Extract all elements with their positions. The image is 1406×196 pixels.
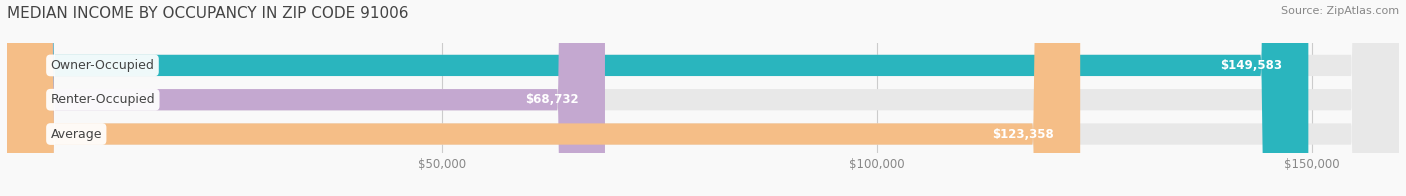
Text: Source: ZipAtlas.com: Source: ZipAtlas.com [1281, 6, 1399, 16]
FancyBboxPatch shape [7, 0, 1080, 196]
FancyBboxPatch shape [7, 0, 1399, 196]
FancyBboxPatch shape [7, 0, 1309, 196]
Text: $149,583: $149,583 [1220, 59, 1282, 72]
Text: Owner-Occupied: Owner-Occupied [51, 59, 155, 72]
Text: MEDIAN INCOME BY OCCUPANCY IN ZIP CODE 91006: MEDIAN INCOME BY OCCUPANCY IN ZIP CODE 9… [7, 6, 409, 21]
Text: $123,358: $123,358 [993, 128, 1054, 141]
Text: Renter-Occupied: Renter-Occupied [51, 93, 155, 106]
Text: $68,732: $68,732 [526, 93, 579, 106]
FancyBboxPatch shape [7, 0, 605, 196]
Text: Average: Average [51, 128, 103, 141]
FancyBboxPatch shape [7, 0, 1399, 196]
FancyBboxPatch shape [7, 0, 1399, 196]
